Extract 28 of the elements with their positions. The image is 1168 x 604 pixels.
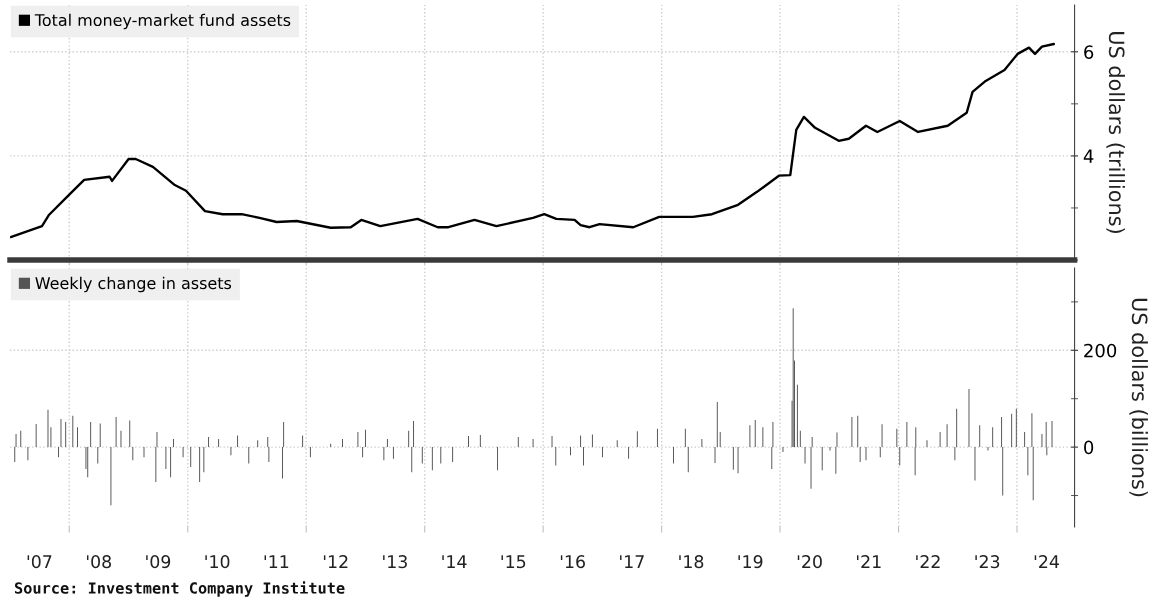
x-tick-label: '10 bbox=[205, 555, 230, 569]
y-axis-title: US dollars (billions) bbox=[1129, 298, 1148, 497]
x-tick-label: '15 bbox=[501, 555, 526, 569]
x-tick-label: '16 bbox=[560, 555, 585, 569]
x-tick-label: '11 bbox=[264, 555, 289, 568]
y-tick-label: 0 bbox=[1084, 440, 1094, 455]
x-tick-label: '14 bbox=[442, 555, 467, 568]
x-tick-label: '23 bbox=[975, 555, 1000, 569]
x-tick-label: '09 bbox=[146, 555, 171, 569]
line-series bbox=[10, 42, 1055, 239]
y-axis-title: US dollars (trillions) bbox=[1106, 32, 1125, 233]
x-tick-label: '12 bbox=[323, 555, 348, 568]
y-tick-label: 6 bbox=[1084, 45, 1094, 59]
legend-label: Total money-market fund assets bbox=[34, 13, 291, 30]
x-tick-label: '13 bbox=[383, 555, 407, 569]
x-tick-label: '18 bbox=[679, 555, 704, 569]
x-tick-label: '22 bbox=[916, 555, 940, 568]
y-tick-label: 4 bbox=[1083, 149, 1094, 163]
y-tick-label: 200 bbox=[1084, 343, 1117, 358]
x-tick-label: '24 bbox=[1034, 555, 1059, 568]
legend-label: Weekly change in assets bbox=[35, 276, 232, 293]
x-tick-label: '19 bbox=[738, 555, 763, 569]
x-tick-label: '17 bbox=[620, 555, 644, 568]
source-note: Source: Investment Company Institute bbox=[14, 581, 345, 597]
x-tick-label: '08 bbox=[86, 555, 111, 569]
x-tick-label: '07 bbox=[27, 555, 52, 569]
x-tick-label: '21 bbox=[857, 555, 881, 568]
x-tick-label: '20 bbox=[797, 555, 822, 569]
